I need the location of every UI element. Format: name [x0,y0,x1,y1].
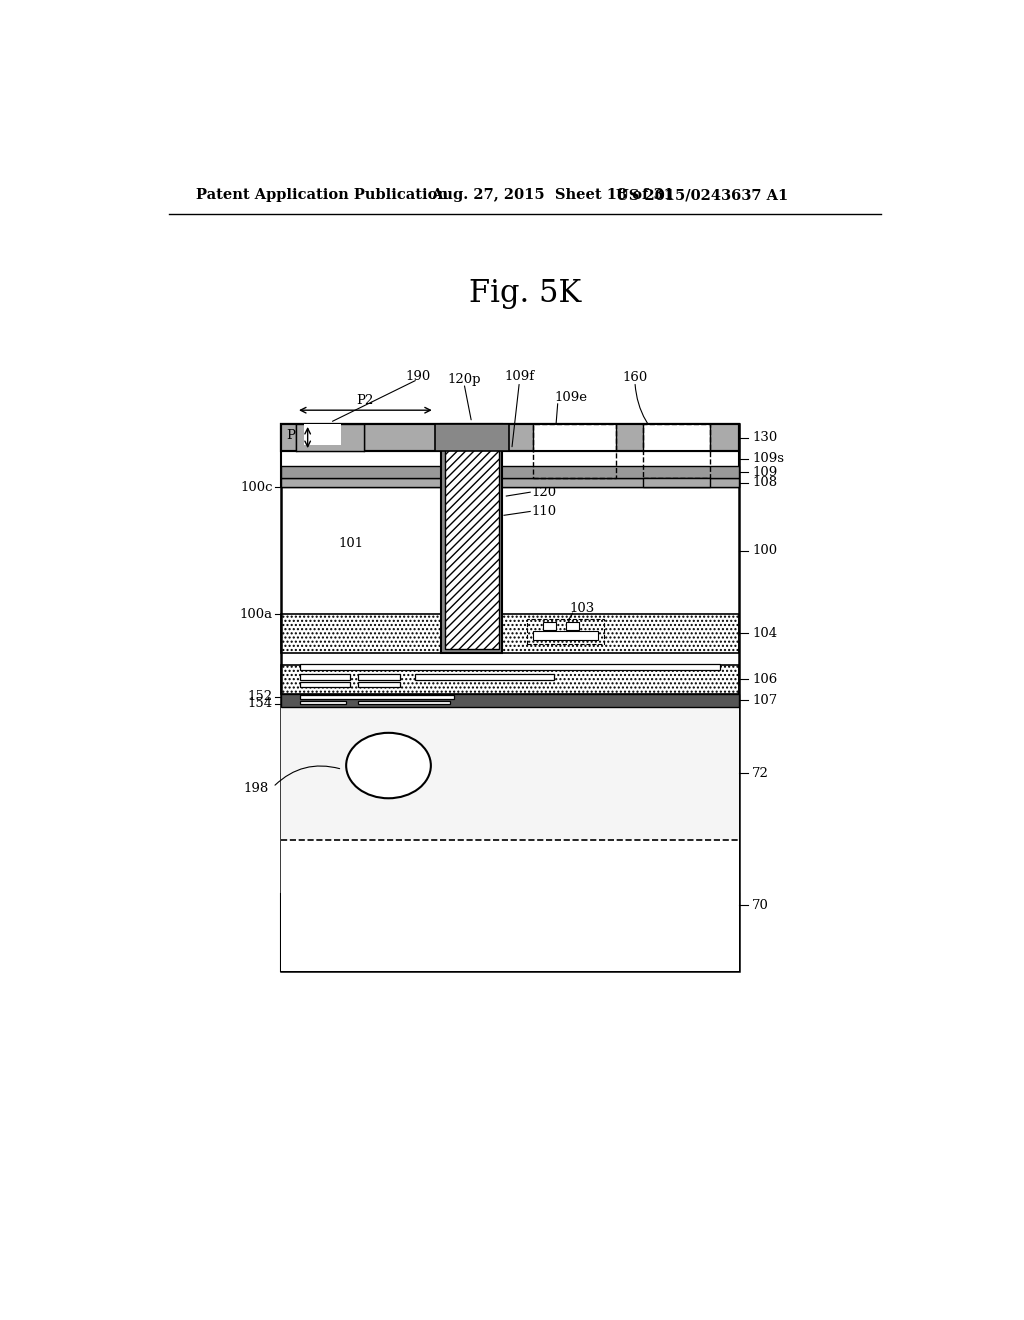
Bar [357,675,400,680]
Bar [281,840,739,970]
Text: P2: P2 [356,393,374,407]
Bar [281,894,739,970]
Bar [296,424,364,451]
Bar [281,693,739,706]
Text: 109s: 109s [752,453,784,465]
Bar [281,466,739,478]
Text: Patent Application Publication: Patent Application Publication [196,189,449,202]
Text: 70: 70 [752,899,769,912]
Bar [300,696,454,700]
Bar [534,631,598,640]
Bar [281,480,739,487]
Bar [281,424,739,451]
Text: 198: 198 [244,783,269,795]
Text: 72: 72 [752,767,769,780]
Text: 106: 106 [752,673,777,686]
Bar [300,682,350,688]
Bar [281,424,739,487]
Text: 109e: 109e [554,391,587,404]
Bar [300,664,720,671]
Text: 130: 130 [752,432,777,444]
Bar [543,622,556,630]
Text: 110: 110 [531,506,557,517]
Bar [527,619,604,644]
Text: 120: 120 [531,486,557,499]
Bar [357,701,451,705]
Text: 103: 103 [569,602,595,615]
Bar [565,622,580,630]
Text: 104: 104 [752,627,777,640]
Text: 109f: 109f [505,370,535,383]
Text: 109: 109 [752,466,777,479]
Bar [643,424,711,478]
Text: 100: 100 [752,544,777,557]
Bar [300,675,350,680]
Text: 160: 160 [623,371,647,384]
Ellipse shape [346,733,431,799]
Bar [281,478,739,487]
Bar [281,665,739,693]
Text: 108: 108 [752,477,777,490]
Bar [281,424,739,451]
Text: 190: 190 [406,370,430,383]
Bar [300,701,346,705]
Bar [435,424,509,451]
Text: 107: 107 [752,693,777,706]
Bar [416,675,554,680]
Text: 101: 101 [339,536,364,549]
Text: 100a: 100a [240,607,273,620]
Bar [296,424,364,451]
Bar [444,428,499,649]
Text: 154: 154 [248,697,273,710]
Text: Fig. 5K: Fig. 5K [469,277,581,309]
Text: 152: 152 [248,690,273,704]
Bar [441,424,503,653]
Bar [357,682,400,688]
Text: 120p: 120p [447,372,480,385]
Bar [281,706,739,840]
Bar [643,478,711,487]
Text: Aug. 27, 2015  Sheet 18 of 31: Aug. 27, 2015 Sheet 18 of 31 [431,189,674,202]
Bar [281,424,739,970]
Bar [643,424,711,451]
Text: 100c: 100c [241,480,273,494]
Text: US 2015/0243637 A1: US 2015/0243637 A1 [615,189,787,202]
Bar [534,424,616,451]
Bar [534,424,616,478]
Bar [304,424,341,445]
Bar [281,614,739,653]
Text: P1: P1 [287,429,304,442]
